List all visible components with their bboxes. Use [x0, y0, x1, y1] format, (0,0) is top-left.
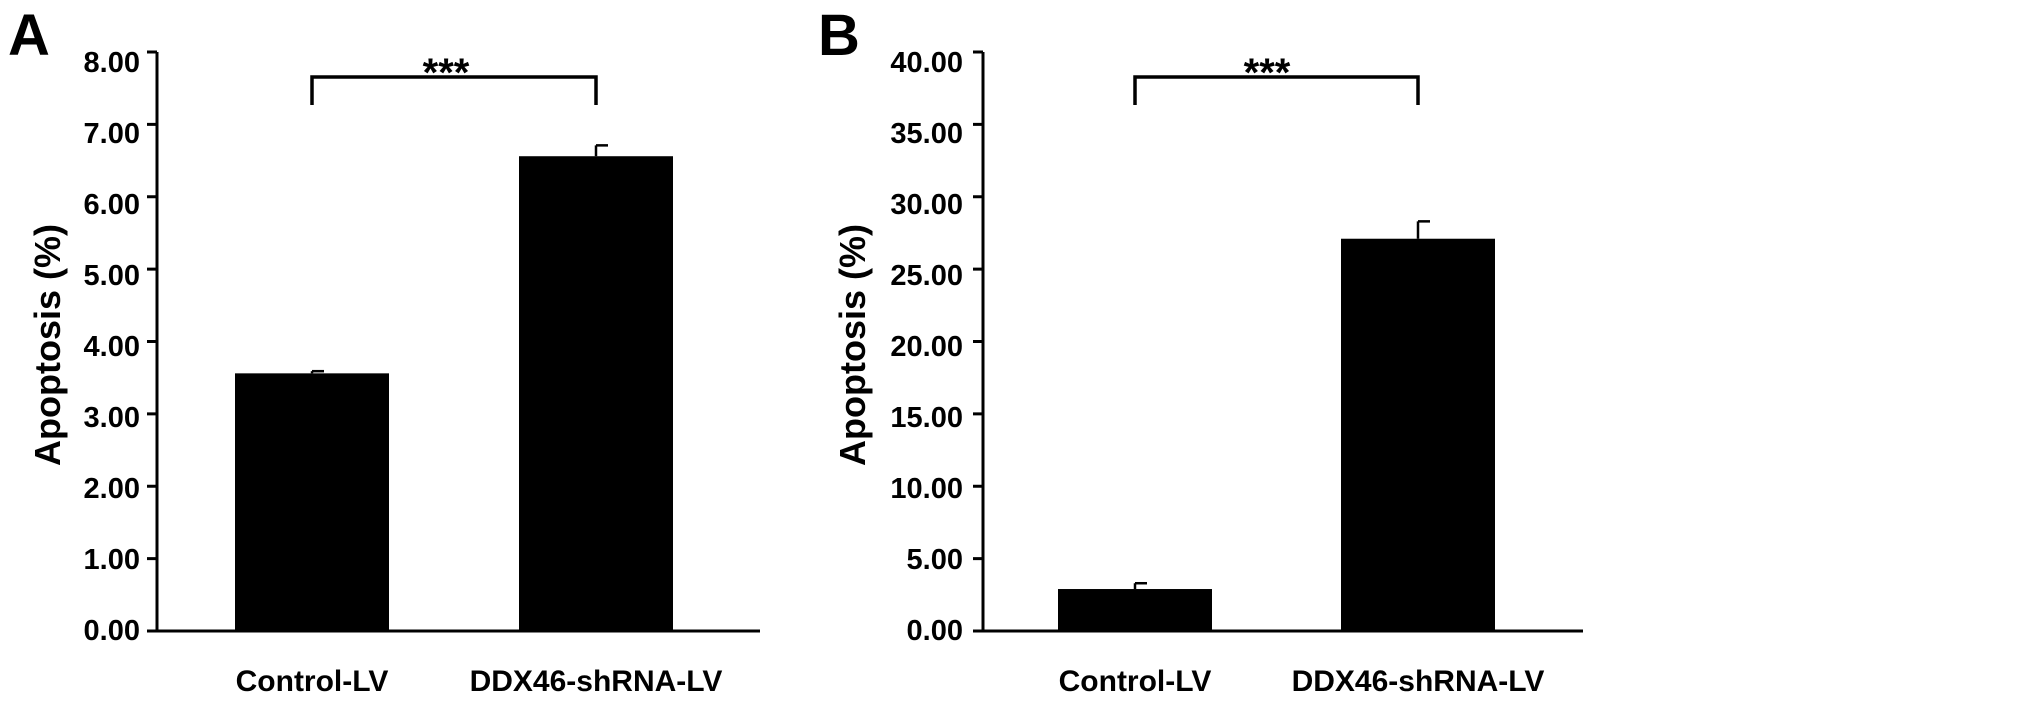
- y-tick-label-b-0: 0.00: [907, 615, 963, 647]
- y-tick-label-b-1: 5.00: [907, 544, 963, 576]
- y-ticks-b: 0.00 5.00 10.00 15.00 20.00 25.00 30.00 …: [890, 47, 963, 647]
- y-tick-label-a-5: 5.00: [84, 260, 140, 292]
- bar-a-1: [519, 156, 673, 631]
- category-label-a-1: DDX46-shRNA-LV: [470, 665, 723, 698]
- y-ticks-a: 0.00 1.00 2.00 3.00 4.00 5.00 6.00 7.00 …: [84, 47, 140, 647]
- significance-bracket-b: [1133, 75, 1420, 105]
- y-tick-label-b-7: 35.00: [890, 118, 963, 150]
- y-tick-label-b-6: 30.00: [890, 189, 963, 221]
- plot-layer: [147, 50, 1583, 633]
- bar-b-1: [1341, 238, 1495, 632]
- category-label-b-1: DDX46-shRNA-LV: [1292, 665, 1545, 698]
- significance-label-b: ***: [1244, 51, 1291, 95]
- panel-label-a: A: [8, 3, 50, 68]
- y-tick-label-a-2: 2.00: [84, 473, 140, 505]
- significance-bracket-a: [310, 75, 598, 105]
- category-label-b-0: Control-LV: [1059, 665, 1212, 698]
- y-tick-label-a-7: 7.00: [84, 118, 140, 150]
- panel-label-b: B: [818, 3, 860, 68]
- panel-a: A Apoptosis (%) 0.00 1.00 2.00 3.00 4.00…: [8, 3, 722, 698]
- y-tick-label-b-8: 40.00: [890, 47, 963, 79]
- y-axis-title-a: Apoptosis (%): [27, 224, 68, 466]
- bar-a-0: [235, 373, 389, 631]
- y-tick-label-b-2: 10.00: [890, 473, 963, 505]
- y-tick-label-b-5: 25.00: [890, 260, 963, 292]
- bar-b-0: [1058, 589, 1212, 631]
- significance-label-a: ***: [423, 51, 470, 95]
- category-label-a-0: Control-LV: [236, 665, 389, 698]
- panel-b: B Apoptosis (%) 0.00 5.00 10.00 15.00 20…: [818, 3, 1544, 698]
- y-tick-label-a-6: 6.00: [84, 189, 140, 221]
- y-tick-label-a-0: 0.00: [84, 615, 140, 647]
- y-tick-label-a-4: 4.00: [84, 331, 140, 363]
- y-axis-title-b: Apoptosis (%): [832, 224, 873, 466]
- y-tick-label-a-3: 3.00: [84, 402, 140, 434]
- y-tick-label-b-4: 20.00: [890, 331, 963, 363]
- y-tick-label-a-1: 1.00: [84, 544, 140, 576]
- y-tick-label-b-3: 15.00: [890, 402, 963, 434]
- y-tick-label-a-8: 8.00: [84, 47, 140, 79]
